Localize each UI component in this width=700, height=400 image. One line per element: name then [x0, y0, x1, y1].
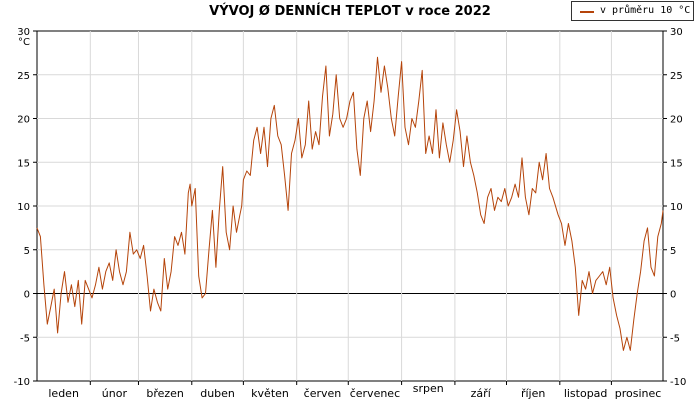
y-tick-label-left: 25 [17, 71, 30, 82]
y-tick-label-right: 20 [670, 115, 683, 126]
x-tick-label-month: leden [48, 387, 79, 400]
x-tick-label-month: prosinec [615, 387, 662, 400]
legend-swatch [580, 11, 594, 13]
y-tick-label-left: 15 [17, 158, 30, 169]
x-tick-label-month: duben [200, 387, 235, 400]
y-axis-unit-label: °C [18, 37, 30, 48]
y-tick-label-left: -5 [20, 333, 30, 344]
chart-title: VÝVOJ Ø DENNÍCH TEPLOT v roce 2022 [209, 4, 491, 19]
x-tick-label-month: říjen [521, 387, 545, 400]
grid-layer [37, 31, 663, 381]
y-tick-label-left: 10 [17, 202, 30, 213]
y-tick-label-right: -5 [670, 333, 680, 344]
x-tick-label-month: červenec [350, 387, 400, 400]
legend-series-label: v průměru 10 °C [600, 5, 691, 16]
chart-legend: v průměru 10 °C [571, 1, 694, 21]
y-tick-label-right: 15 [670, 158, 683, 169]
x-tick-label-month: květen [251, 387, 289, 400]
y-tick-label-right: -10 [670, 377, 686, 388]
y-tick-label-right: 5 [670, 246, 676, 257]
y-tick-label-left: -10 [14, 377, 30, 388]
x-tick-label-month: listopad [564, 387, 608, 400]
y-tick-label-left: 5 [24, 246, 30, 257]
x-tick-label-month: srpen [413, 382, 444, 395]
y-tick-label-right: 25 [670, 71, 683, 82]
axis-layer: -10 -10 -5 -5 0 0 5 5 10 10 15 15 20 20 25 25 30 30 leden ú… [14, 27, 687, 400]
x-tick-label-month: únor [102, 387, 128, 400]
y-tick-label-right: 10 [670, 202, 683, 213]
y-tick-label-left: 30 [17, 27, 30, 38]
x-tick-label-month: červen [304, 387, 342, 400]
y-tick-label-right: 0 [670, 290, 676, 301]
y-tick-label-left: 20 [17, 115, 30, 126]
series-line [36, 56, 664, 351]
y-tick-label-left: 0 [24, 290, 30, 301]
x-tick-label-month: září [471, 387, 492, 400]
x-tick-label-month: březen [146, 387, 184, 400]
y-tick-label-right: 30 [670, 27, 683, 38]
series-layer [36, 56, 664, 351]
